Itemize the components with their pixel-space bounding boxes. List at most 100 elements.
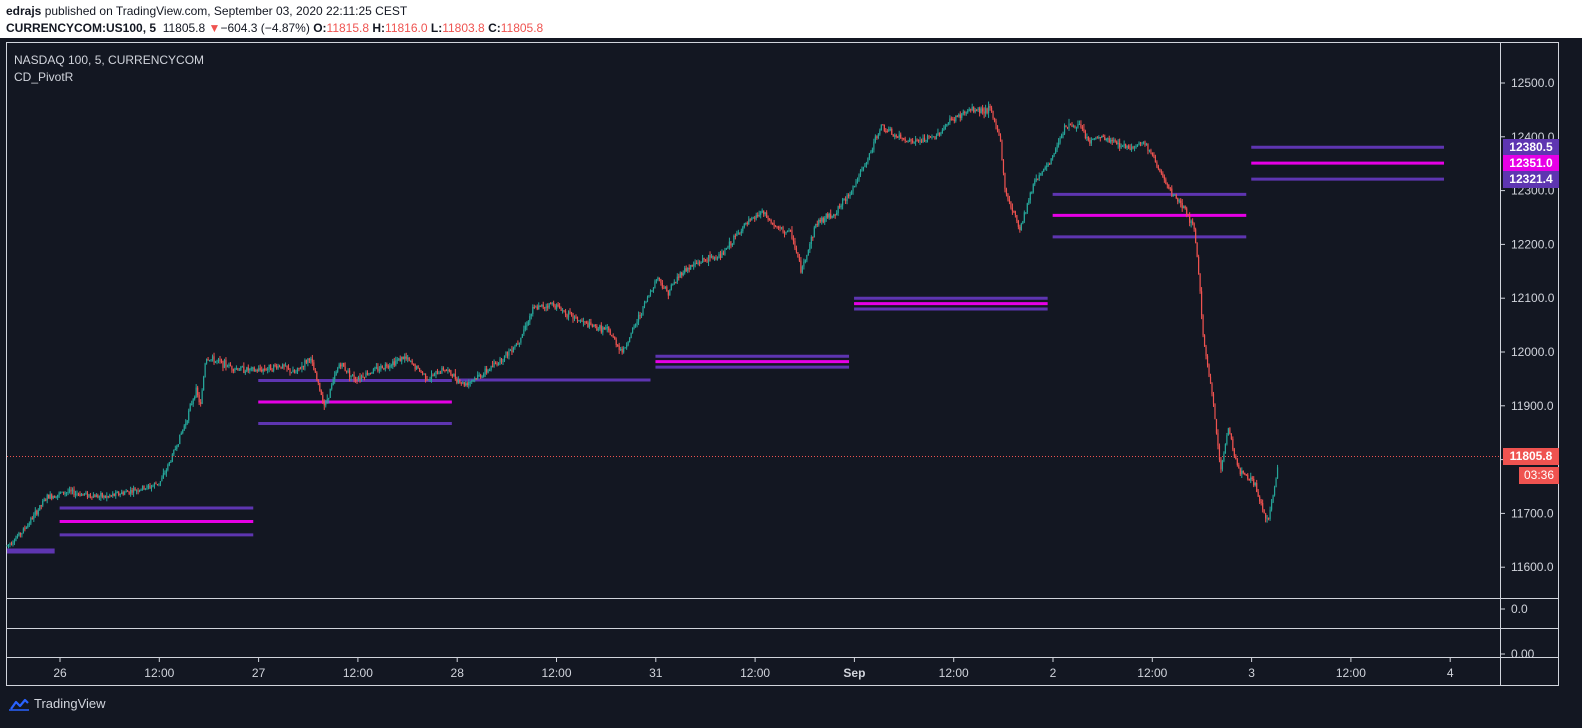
- candle-body: [165, 469, 167, 474]
- candle-body: [566, 314, 568, 318]
- candle-body: [211, 356, 214, 360]
- candle-body: [1166, 184, 1168, 186]
- candle-body: [486, 368, 488, 373]
- candle-body: [640, 314, 643, 316]
- candle-body: [360, 375, 363, 379]
- candle-body: [401, 356, 403, 362]
- candle-body: [451, 374, 453, 377]
- candle-body: [469, 381, 471, 383]
- candle-body: [694, 263, 696, 265]
- candle-body: [958, 114, 960, 117]
- candle-body: [67, 492, 69, 494]
- candle-body: [456, 378, 458, 383]
- publisher-name[interactable]: edrajs: [6, 4, 42, 18]
- candle-body: [746, 222, 748, 225]
- candle-body: [712, 255, 714, 260]
- candle-body: [979, 108, 981, 113]
- candle-body: [847, 195, 850, 197]
- candle-body: [886, 131, 888, 133]
- candle-body: [1081, 127, 1084, 129]
- candle-body: [739, 232, 741, 234]
- candle-body: [742, 227, 744, 232]
- candle-body: [1060, 135, 1063, 139]
- candle-body: [51, 494, 53, 499]
- candle-body: [1156, 162, 1158, 167]
- candle-body: [490, 365, 492, 371]
- change-arrow-icon: ▼: [208, 21, 221, 35]
- candle-body: [60, 492, 62, 494]
- candle-body: [497, 362, 500, 366]
- candle-body: [31, 518, 33, 520]
- candle-body: [1078, 123, 1081, 125]
- candle-body: [310, 358, 312, 361]
- candle-body: [865, 162, 868, 165]
- candle-body: [1160, 171, 1162, 174]
- candle-body: [792, 238, 795, 242]
- candle-body: [862, 167, 865, 170]
- candle-body: [217, 359, 220, 361]
- candle-body: [466, 383, 468, 386]
- candle-body: [1059, 138, 1061, 143]
- candle-body: [351, 374, 354, 376]
- candle-body: [1035, 178, 1037, 181]
- candle-body: [840, 205, 842, 208]
- candle-body: [1001, 141, 1003, 161]
- candle-body: [10, 543, 13, 545]
- candle-body: [159, 481, 162, 484]
- candle-body: [49, 494, 51, 499]
- chart-title[interactable]: NASDAQ 100, 5, CURRENCYCOM: [14, 53, 205, 67]
- candle-body: [1253, 478, 1255, 486]
- candle-body: [850, 191, 853, 194]
- s1-price-tag: 12321.4: [1503, 170, 1559, 188]
- candle-body: [858, 174, 860, 181]
- candle-body: [354, 379, 357, 381]
- candle-body: [24, 528, 26, 530]
- candle-body: [828, 213, 830, 218]
- candle-body: [304, 360, 306, 367]
- candle-body: [16, 535, 19, 538]
- candle-body: [733, 235, 735, 244]
- candle-body: [776, 226, 778, 228]
- candle-body: [544, 307, 546, 309]
- candle-body: [19, 532, 22, 535]
- candle-body: [527, 321, 529, 326]
- candle-body: [916, 139, 918, 141]
- candle-body: [1247, 474, 1249, 479]
- candle-body: [462, 382, 464, 384]
- candle-body: [185, 423, 187, 426]
- candle-body: [758, 214, 760, 217]
- candle-body: [246, 367, 248, 372]
- candle-body: [664, 286, 666, 289]
- candle-body: [1107, 138, 1109, 140]
- candle-body: [1130, 146, 1133, 150]
- candle-body: [1072, 125, 1075, 127]
- candle-body: [477, 375, 479, 379]
- candle-body: [614, 336, 616, 340]
- indicator-label[interactable]: CD_PivotR: [14, 70, 74, 84]
- candle-body: [652, 287, 655, 291]
- candle-body: [474, 378, 476, 380]
- low-value: 11803.8: [442, 21, 485, 35]
- candle-body: [28, 523, 30, 525]
- candle-body: [639, 315, 641, 317]
- candle-body: [837, 206, 839, 213]
- candle-body: [995, 121, 997, 126]
- candle-body: [203, 377, 205, 391]
- candle-body: [950, 118, 952, 120]
- candle-body: [265, 369, 267, 371]
- candle-body: [1102, 135, 1104, 137]
- tradingview-logo[interactable]: TradingView: [8, 696, 106, 711]
- candle-body: [751, 218, 753, 221]
- candle-body: [465, 383, 467, 386]
- candle-body: [284, 365, 287, 367]
- candle-body: [399, 358, 401, 362]
- candle-body: [523, 329, 525, 335]
- candle-body: [880, 124, 882, 131]
- candle-body: [134, 488, 136, 491]
- candle-body: [535, 306, 537, 308]
- candle-body: [1034, 180, 1036, 185]
- candle-body: [605, 327, 607, 329]
- candle-body: [124, 492, 126, 495]
- candle-body: [371, 372, 373, 374]
